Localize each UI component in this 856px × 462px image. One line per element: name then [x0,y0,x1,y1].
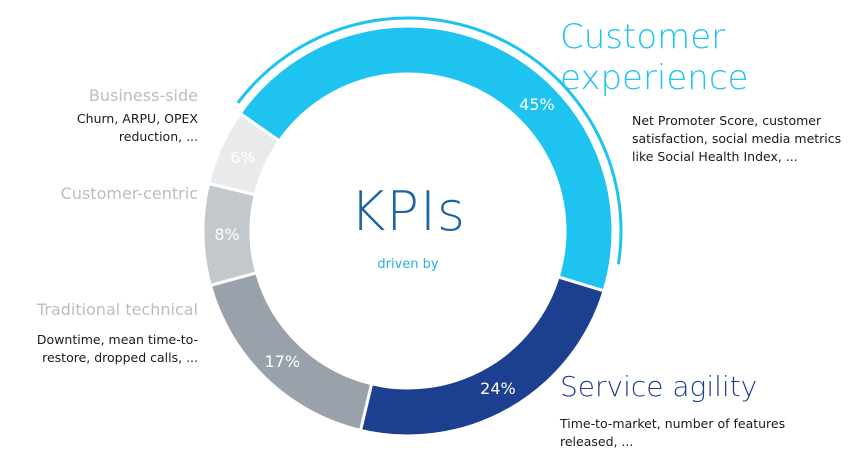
center-subtitle: driven by [377,257,439,272]
category-business-side: Business-side [88,86,198,105]
category-service-agility: Service agility [560,370,758,403]
slice-value-label: 6% [230,148,255,167]
category-customer-experience: Customer experience [560,17,749,98]
category-traditional-technical: Traditional technical [36,300,198,319]
donut-slice-customer-experience [237,24,615,293]
slice-value-label: 17% [264,352,300,371]
slice-value-label: 45% [519,95,555,114]
customer-experience-highlight-arc [236,16,623,265]
center-title: KPIs [349,180,467,243]
slice-value-label: 24% [480,379,516,398]
donut-slice-service-agility [358,275,606,438]
slice-value-label: 8% [214,225,239,244]
category-customer-centric: Customer-centric [60,184,198,203]
donut-slice-business-side [206,111,282,197]
description-service-agility: Time-to-market, number of features relea… [560,416,786,449]
description-traditional-technical: Downtime, mean time-to-restore, dropped … [36,332,198,365]
description-customer-experience: Net Promoter Score, customer satisfactio… [632,113,842,164]
description-business-side: Churn, ARPU, OPEX reduction, ... [76,111,198,144]
